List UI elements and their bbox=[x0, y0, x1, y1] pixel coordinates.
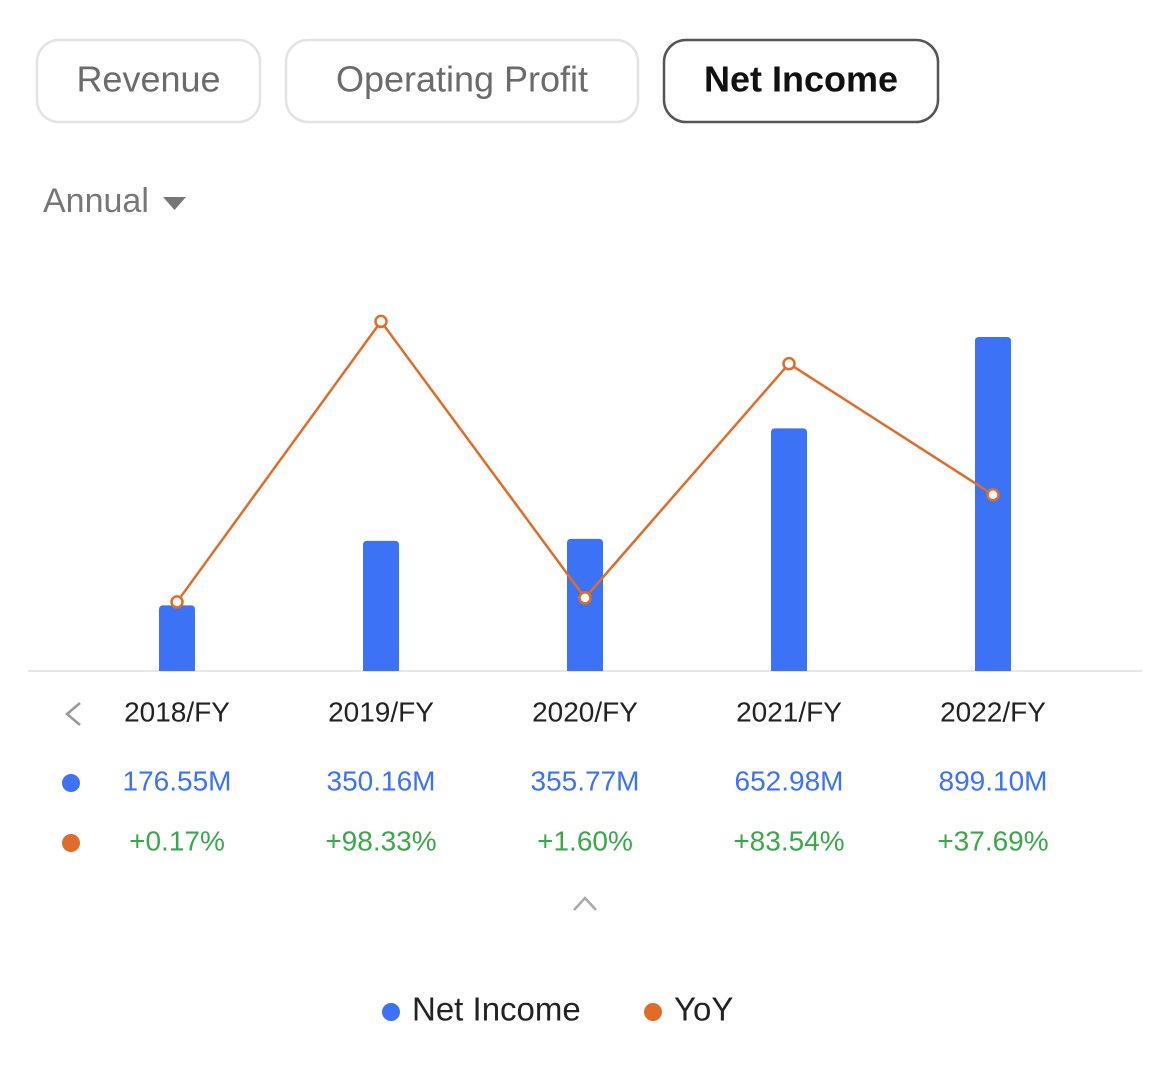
bar bbox=[159, 605, 195, 671]
scroll-left[interactable] bbox=[65, 702, 81, 726]
legend-marker bbox=[382, 1003, 400, 1021]
tab-revenue[interactable]: Revenue bbox=[35, 38, 262, 124]
x-tick-label: 2022/FY bbox=[940, 696, 1046, 727]
dropdown-arrow[interactable] bbox=[163, 197, 186, 210]
x-tick-label: 2019/FY bbox=[328, 696, 434, 727]
data-label: +98.33% bbox=[325, 825, 436, 856]
tab-net-income[interactable]: Net Income bbox=[662, 38, 940, 124]
line-point bbox=[374, 314, 388, 329]
tab-label[interactable]: Revenue bbox=[76, 59, 220, 100]
data-label: 350.16M bbox=[327, 765, 436, 796]
bar bbox=[567, 538, 603, 671]
tab-label[interactable]: Net Income bbox=[704, 59, 898, 100]
legend-marker bbox=[644, 1003, 662, 1021]
line-point bbox=[986, 487, 1000, 502]
data-label: 899.10M bbox=[939, 765, 1048, 796]
legend-label: Net Income bbox=[412, 991, 581, 1028]
period-select[interactable]: Annual bbox=[43, 182, 186, 220]
x-tick-label: 2021/FY bbox=[736, 696, 842, 727]
row-marker-net-income bbox=[62, 774, 80, 792]
data-label: +1.60% bbox=[537, 825, 633, 856]
legend-item: Net Income bbox=[382, 991, 581, 1028]
legend-label: YoY bbox=[674, 991, 733, 1028]
data-label: +37.69% bbox=[937, 825, 1048, 856]
line-point bbox=[578, 591, 592, 605]
x-tick-label: 2020/FY bbox=[532, 696, 638, 727]
data-label: 176.55M bbox=[123, 765, 232, 796]
tab-operating-profit[interactable]: Operating Profit bbox=[284, 38, 640, 124]
row-marker-yoy bbox=[62, 834, 80, 852]
data-label: +83.54% bbox=[733, 825, 844, 856]
line-point bbox=[782, 356, 796, 371]
bar bbox=[363, 540, 399, 671]
collapse-toggle[interactable] bbox=[573, 896, 597, 911]
x-tick-label: 2018/FY bbox=[124, 696, 230, 727]
tab-box[interactable] bbox=[284, 38, 640, 124]
data-label: +0.17% bbox=[129, 825, 225, 856]
line-point bbox=[170, 595, 184, 609]
tab-box[interactable] bbox=[35, 38, 262, 124]
tab-label[interactable]: Operating Profit bbox=[336, 59, 588, 100]
legend-item: YoY bbox=[644, 991, 733, 1028]
tab-box[interactable] bbox=[662, 38, 940, 124]
data-label: 355.77M bbox=[531, 765, 640, 796]
period-label[interactable]: Annual bbox=[43, 182, 149, 220]
bar bbox=[771, 428, 807, 671]
data-label: 652.98M bbox=[735, 765, 844, 796]
bar bbox=[975, 336, 1011, 671]
